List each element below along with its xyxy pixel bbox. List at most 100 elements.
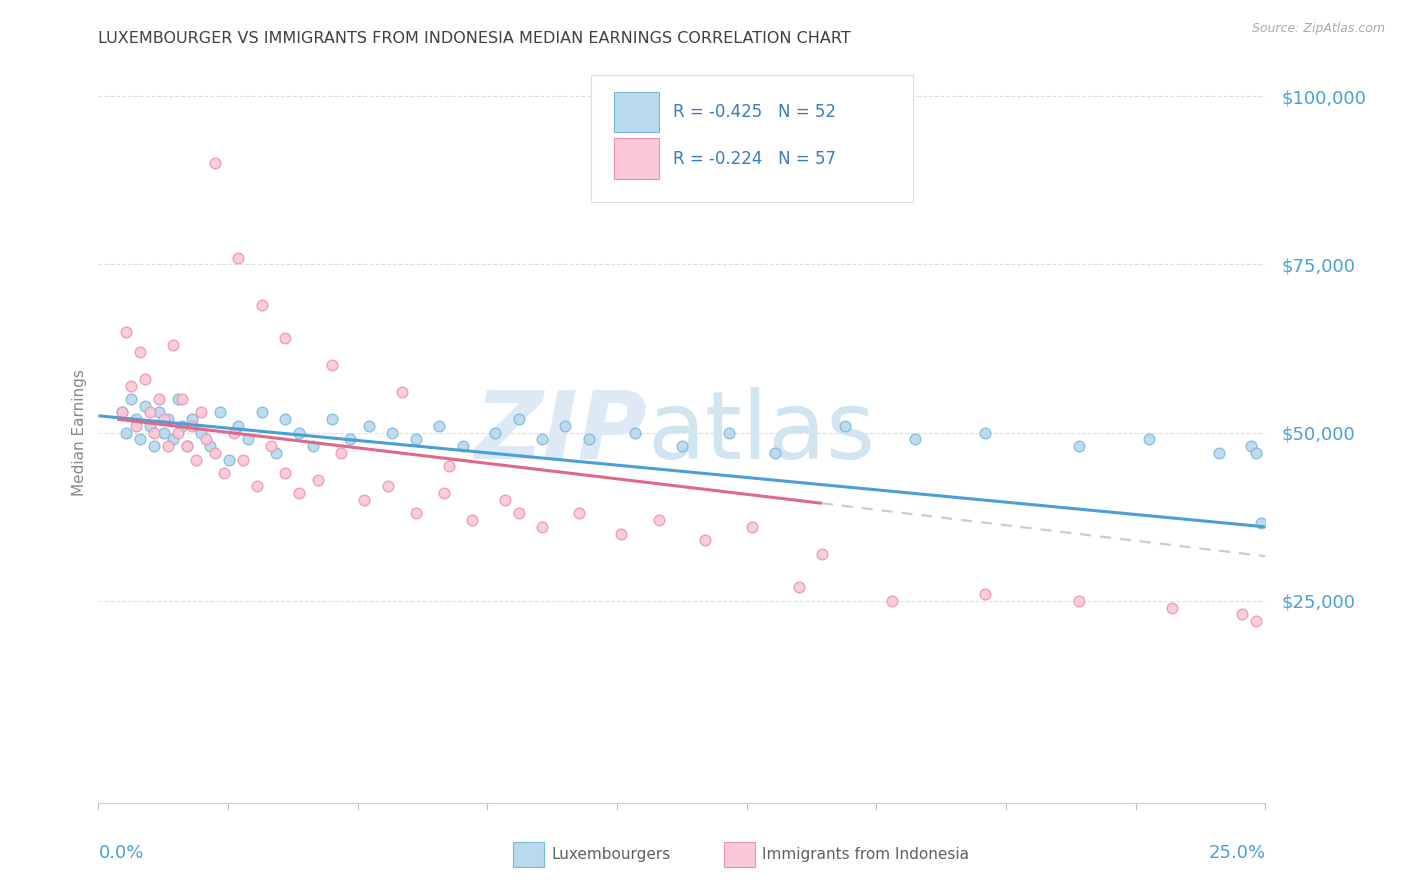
Point — [1230, 607, 1253, 622]
Point — [508, 507, 530, 521]
Point — [288, 425, 311, 440]
Point — [405, 433, 427, 447]
Point — [1244, 614, 1267, 628]
Point — [157, 439, 180, 453]
Point — [437, 459, 460, 474]
Point — [180, 412, 202, 426]
Point — [974, 587, 997, 601]
Point — [391, 385, 413, 400]
Point — [274, 331, 297, 345]
Text: ZIP: ZIP — [474, 386, 647, 479]
Point — [134, 399, 156, 413]
Point — [208, 405, 231, 419]
Point — [139, 405, 162, 419]
Point — [143, 439, 166, 453]
Point — [120, 392, 142, 406]
Point — [647, 513, 669, 527]
Point — [166, 425, 188, 440]
Point — [405, 507, 427, 521]
Point — [218, 452, 240, 467]
Point — [288, 486, 311, 500]
Point — [186, 452, 208, 467]
Point — [834, 418, 856, 433]
Point — [139, 418, 162, 433]
Point — [246, 479, 269, 493]
Point — [1161, 600, 1184, 615]
Point — [274, 412, 297, 426]
Point — [200, 439, 222, 453]
Point — [359, 418, 381, 433]
Point — [274, 466, 297, 480]
Point — [222, 425, 245, 440]
Point — [568, 507, 591, 521]
Point — [176, 439, 198, 453]
Point — [530, 520, 553, 534]
Point — [451, 439, 474, 453]
Bar — [614, 138, 658, 179]
Point — [508, 412, 530, 426]
Text: Source: ZipAtlas.com: Source: ZipAtlas.com — [1251, 22, 1385, 36]
Point — [433, 486, 456, 500]
Point — [974, 425, 997, 440]
Text: R = -0.224   N = 57: R = -0.224 N = 57 — [672, 150, 835, 168]
Point — [125, 412, 148, 426]
Point — [1137, 433, 1160, 447]
Text: Immigrants from Indonesia: Immigrants from Indonesia — [762, 847, 969, 862]
Point — [228, 418, 250, 433]
Point — [763, 446, 786, 460]
Point — [1208, 446, 1230, 460]
Point — [120, 378, 142, 392]
Point — [204, 446, 226, 460]
Point — [111, 405, 134, 419]
Point — [484, 425, 506, 440]
Point — [152, 412, 174, 426]
Text: LUXEMBOURGER VS IMMIGRANTS FROM INDONESIA MEDIAN EARNINGS CORRELATION CHART: LUXEMBOURGER VS IMMIGRANTS FROM INDONESI… — [98, 31, 851, 46]
Point — [190, 425, 212, 440]
Point — [741, 520, 763, 534]
Point — [530, 433, 553, 447]
Point — [904, 433, 927, 447]
Point — [214, 466, 236, 480]
Point — [339, 433, 361, 447]
Point — [148, 392, 170, 406]
Point — [427, 418, 450, 433]
Point — [143, 425, 166, 440]
Point — [353, 492, 375, 507]
Point — [811, 547, 834, 561]
Point — [250, 298, 273, 312]
Point — [1240, 439, 1263, 453]
Point — [129, 344, 152, 359]
Point — [115, 425, 138, 440]
Point — [194, 433, 217, 447]
Point — [176, 439, 198, 453]
Text: 0.0%: 0.0% — [98, 844, 143, 862]
Point — [1250, 516, 1272, 531]
Text: 25.0%: 25.0% — [1208, 844, 1265, 862]
Y-axis label: Median Earnings: Median Earnings — [72, 369, 87, 496]
Point — [307, 473, 329, 487]
Point — [157, 412, 180, 426]
Point — [787, 581, 810, 595]
Point — [330, 446, 353, 460]
Point — [232, 452, 254, 467]
Point — [228, 251, 250, 265]
Point — [250, 405, 273, 419]
Point — [115, 325, 138, 339]
Point — [134, 372, 156, 386]
Point — [152, 425, 174, 440]
Point — [111, 405, 134, 419]
Point — [180, 418, 202, 433]
Point — [377, 479, 399, 493]
Text: R = -0.425   N = 52: R = -0.425 N = 52 — [672, 103, 835, 121]
Point — [461, 513, 484, 527]
Point — [610, 526, 633, 541]
Point — [880, 594, 903, 608]
Point — [578, 433, 600, 447]
Point — [162, 338, 184, 352]
Point — [695, 533, 717, 548]
Point — [204, 156, 226, 170]
Point — [494, 492, 516, 507]
Point — [125, 418, 148, 433]
Point — [671, 439, 693, 453]
Point — [302, 439, 325, 453]
